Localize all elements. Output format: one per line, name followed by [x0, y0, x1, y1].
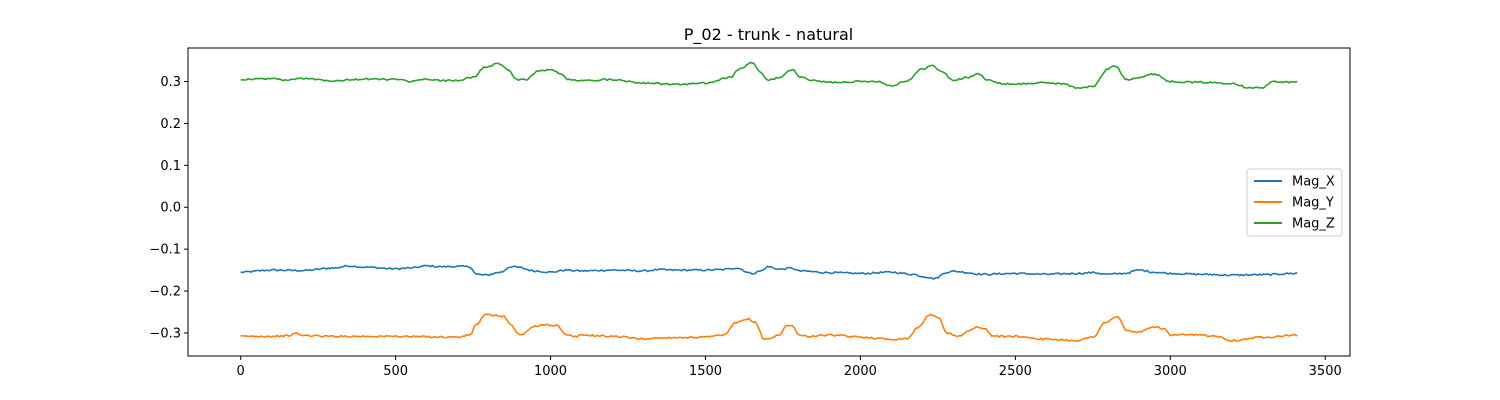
y-tick-label: 0.3	[160, 75, 181, 90]
legend: Mag_X Mag_Y Mag_Z	[1246, 168, 1343, 237]
y-tick-label: 0.2	[160, 117, 181, 132]
x-tick-label: 1000	[534, 364, 567, 379]
y-tick-label: 0.0	[160, 201, 181, 216]
legend-label: Mag_Z	[1292, 217, 1335, 232]
x-axis: 0 500 1000 1500 2000 2500 3000 3500	[237, 356, 1342, 379]
x-tick-label: 2000	[844, 364, 877, 379]
y-tick-label: 0.1	[160, 159, 181, 174]
series-line-mag-x	[240, 264, 1298, 280]
chart-title: P_02 - trunk - natural	[684, 25, 853, 45]
x-tick-label: 0	[237, 364, 245, 379]
series-line-mag-z	[240, 61, 1298, 90]
y-tick-label: −0.2	[149, 285, 181, 300]
axes-frame	[187, 47, 1351, 357]
x-tick-label: 3000	[1154, 364, 1187, 379]
series-line-mag-y	[240, 313, 1298, 343]
plot-area	[187, 47, 1351, 357]
legend-label: Mag_Y	[1292, 196, 1334, 211]
x-tick-label: 500	[383, 364, 408, 379]
y-tick-label: −0.1	[149, 243, 181, 258]
legend-box	[1246, 168, 1343, 237]
y-tick-label: −0.3	[149, 326, 181, 341]
series-group	[240, 61, 1298, 343]
legend-label: Mag_X	[1292, 175, 1335, 190]
x-tick-label: 2500	[999, 364, 1032, 379]
x-tick-label: 1500	[689, 364, 722, 379]
y-axis: −0.3 −0.2 −0.1 0.0 0.1 0.2 0.3	[149, 75, 188, 341]
x-tick-label: 3500	[1309, 364, 1342, 379]
